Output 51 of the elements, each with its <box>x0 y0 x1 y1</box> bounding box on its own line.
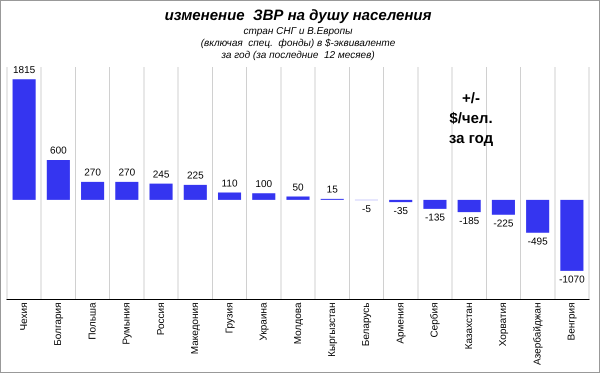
data-label: -5 <box>362 204 372 215</box>
bar <box>46 160 70 200</box>
data-label: 110 <box>222 178 238 190</box>
x-tick-label: Молдова <box>292 302 304 344</box>
bar <box>492 200 515 215</box>
bar <box>218 192 242 200</box>
data-label: -185 <box>459 216 480 227</box>
x-tick-label: Азербайджан <box>532 302 544 366</box>
x-tick-label: Польша <box>87 302 98 340</box>
data-label: 50 <box>292 182 304 194</box>
bar <box>81 182 104 200</box>
data-label: 100 <box>255 178 273 190</box>
x-tick-label: Сербия <box>430 302 441 338</box>
chart-subtitle: стран СНГ и В.Европы (включая спец. фонды) в $-эквиваленте за год (за последние 12 месяев) <box>200 26 396 61</box>
x-tick-label: Хорватия <box>498 302 510 346</box>
data-label: 225 <box>186 170 204 182</box>
x-tick-label: Грузия <box>224 302 236 334</box>
bar <box>184 184 207 200</box>
data-label: -135 <box>424 212 446 224</box>
bar <box>423 200 446 209</box>
x-tick-label: Кыргызстан <box>326 302 338 357</box>
x-tick-label: Румыния <box>122 302 133 345</box>
data-label: 245 <box>152 169 170 180</box>
x-tick-label: Армения <box>395 302 406 344</box>
data-label: -35 <box>393 206 408 217</box>
x-tick-label: Чехия <box>18 302 30 330</box>
bar <box>150 184 173 200</box>
x-tick-label: Беларусь <box>361 302 372 346</box>
chart-title: изменение ЗВР на душу населения <box>164 7 432 24</box>
bar <box>115 182 138 200</box>
x-tick-label: Венгрия <box>566 302 578 340</box>
bar <box>526 200 550 233</box>
data-label: 270 <box>84 168 102 179</box>
x-tick-label: Казахстан <box>464 302 475 350</box>
data-label: 15 <box>326 184 338 196</box>
annotation: +/- $/чел. за год <box>448 89 494 149</box>
bar <box>458 200 481 212</box>
data-label: 600 <box>50 146 68 157</box>
data-label: -1070 <box>559 274 586 286</box>
x-tick-label: Россия <box>156 302 167 336</box>
bar <box>12 79 36 200</box>
data-label: -225 <box>493 218 514 230</box>
data-label: 1815 <box>12 65 36 76</box>
data-label: 270 <box>118 168 136 179</box>
bar <box>560 200 584 271</box>
x-tick-label: Македония <box>190 302 202 354</box>
x-tick-label: Болгария <box>53 302 64 346</box>
data-label: -495 <box>528 236 548 248</box>
bar <box>286 196 310 200</box>
x-tick-label: Украина <box>258 302 270 341</box>
bar <box>252 193 276 200</box>
